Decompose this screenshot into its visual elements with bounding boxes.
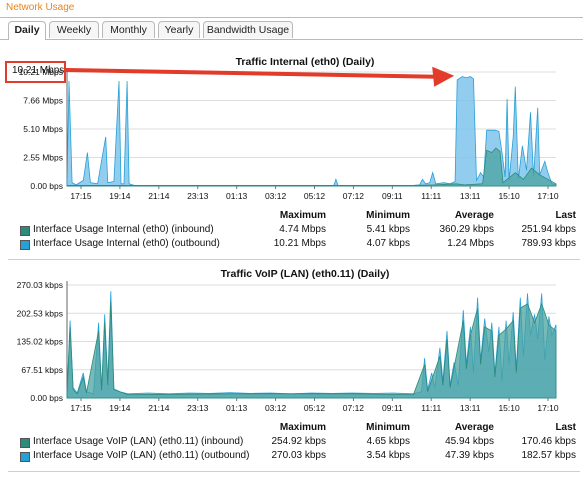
x-tick-label: 23:13 (187, 191, 209, 201)
stat-last: 251.94 kbps (521, 224, 577, 235)
x-tick-label: 15:10 (498, 191, 520, 201)
y-tick-label: 270.03 kbps (17, 280, 63, 290)
x-tick-label: 19:14 (109, 403, 131, 413)
y-tick-label: 67.51 kbps (21, 365, 63, 375)
stats-header-avg: Average (454, 210, 494, 221)
x-tick-label: 17:15 (70, 403, 92, 413)
tab-daily[interactable]: Daily (8, 21, 46, 40)
y-tick-label: 135.02 kbps (17, 337, 63, 347)
stat-max: 254.92 kbps (271, 436, 327, 447)
stats-row: Interface Usage Internal (eth0) (inbound… (14, 224, 580, 238)
stat-last: 170.46 kbps (521, 436, 577, 447)
section-divider (8, 259, 580, 260)
series-label: Interface Usage Internal (eth0) (inbound… (33, 224, 214, 235)
callout-arrow-line (65, 68, 437, 79)
y-tick-label: 0.00 bps (30, 393, 63, 403)
callout-max-label: 10.21 Mbps (12, 65, 65, 76)
tab-monthly[interactable]: Monthly (102, 21, 155, 38)
stats-row: Interface Usage VoIP (LAN) (eth0.11) (ou… (14, 450, 580, 464)
series-label: Interface Usage Internal (eth0) (outboun… (33, 238, 220, 249)
stat-min: 5.41 kbps (366, 224, 410, 235)
inbound-area (66, 147, 557, 187)
x-tick-label: 09:11 (382, 403, 403, 413)
y-tick-label: 7.66 Mbps (23, 96, 63, 106)
series-label: Interface Usage VoIP (LAN) (eth0.11) (ou… (33, 450, 250, 461)
stats-row: Interface Usage VoIP (LAN) (eth0.11) (in… (14, 436, 580, 450)
outbound-swatch (20, 240, 30, 250)
stat-last: 789.93 kbps (521, 238, 577, 249)
x-tick-label: 19:14 (109, 191, 131, 201)
inbound-swatch (20, 438, 30, 448)
x-tick-label: 01:13 (226, 191, 248, 201)
x-tick-label: 01:13 (226, 403, 248, 413)
stats-header-last: Last (555, 210, 576, 221)
page-header: Network Usage (0, 0, 583, 18)
outbound-swatch (20, 452, 30, 462)
x-tick-label: 11:11 (421, 403, 441, 413)
stat-avg: 47.39 kbps (445, 450, 494, 461)
stat-last: 182.57 kbps (521, 450, 577, 461)
stat-avg: 45.94 kbps (445, 436, 494, 447)
x-tick-label: 03:12 (265, 191, 287, 201)
x-tick-label: 03:12 (265, 403, 287, 413)
inbound-swatch (20, 226, 30, 236)
x-tick-label: 07:12 (343, 191, 365, 201)
x-tick-label: 21:14 (148, 191, 170, 201)
x-tick-label: 09:11 (382, 191, 403, 201)
x-tick-label: 17:10 (537, 403, 559, 413)
y-tick-label: 10.21 Mbps (19, 67, 63, 77)
page-title: Network Usage (6, 2, 75, 13)
series-label: Interface Usage VoIP (LAN) (eth0.11) (in… (33, 436, 244, 447)
stat-max: 4.74 Mbps (279, 224, 326, 235)
x-tick-label: 11:11 (421, 191, 441, 201)
tab-bandwidth-usage[interactable]: Bandwidth Usage (203, 21, 293, 38)
chart-title-internal: Traffic Internal (eth0) (Daily) (235, 56, 375, 68)
x-tick-label: 07:12 (343, 403, 365, 413)
stats-table-voip: Maximum Minimum Average Last Interface U… (14, 422, 580, 462)
x-tick-label: 13:11 (460, 403, 481, 413)
stats-header-min: Minimum (366, 422, 410, 433)
stats-header-min: Minimum (366, 210, 410, 221)
tab-weekly[interactable]: Weekly (49, 21, 99, 38)
x-tick-label: 23:13 (187, 403, 209, 413)
y-tick-label: 2.55 Mbps (23, 153, 63, 163)
x-tick-label: 13:11 (460, 191, 481, 201)
stat-min: 3.54 kbps (366, 450, 410, 461)
x-tick-label: 05:12 (304, 403, 326, 413)
stat-avg: 1.24 Mbps (447, 238, 494, 249)
stat-max: 10.21 Mbps (273, 238, 326, 249)
chart-title-voip: Traffic VoIP (LAN) (eth0.11) (Daily) (220, 268, 390, 280)
stats-header-avg: Average (454, 422, 494, 433)
y-tick-label: 5.10 Mbps (23, 124, 63, 134)
callout-arrow-head (432, 66, 455, 87)
stats-header-last: Last (555, 422, 576, 433)
tab-yearly[interactable]: Yearly (158, 21, 200, 38)
callout-highlight-box (5, 61, 66, 83)
x-tick-label: 17:15 (70, 191, 92, 201)
outbound-area (66, 76, 557, 187)
stat-min: 4.65 kbps (366, 436, 410, 447)
stat-min: 4.07 kbps (366, 238, 410, 249)
stat-avg: 360.29 kbps (439, 224, 495, 235)
x-tick-label: 21:14 (148, 403, 170, 413)
stats-header-max: Maximum (279, 422, 326, 433)
y-tick-label: 202.53 kbps (17, 308, 63, 318)
y-tick-label: 0.00 bps (30, 181, 63, 191)
stats-header-max: Maximum (279, 210, 326, 221)
x-tick-label: 17:10 (537, 191, 559, 201)
stats-row: Interface Usage Internal (eth0) (outboun… (14, 238, 580, 252)
stats-table-internal: Maximum Minimum Average Last Interface U… (14, 210, 580, 250)
stat-max: 270.03 kbps (271, 450, 327, 461)
inbound-area (66, 301, 557, 399)
tab-bar: Daily Weekly Monthly Yearly Bandwidth Us… (0, 19, 583, 40)
x-tick-label: 15:10 (498, 403, 520, 413)
section-divider (8, 471, 580, 472)
x-tick-label: 05:12 (304, 191, 326, 201)
